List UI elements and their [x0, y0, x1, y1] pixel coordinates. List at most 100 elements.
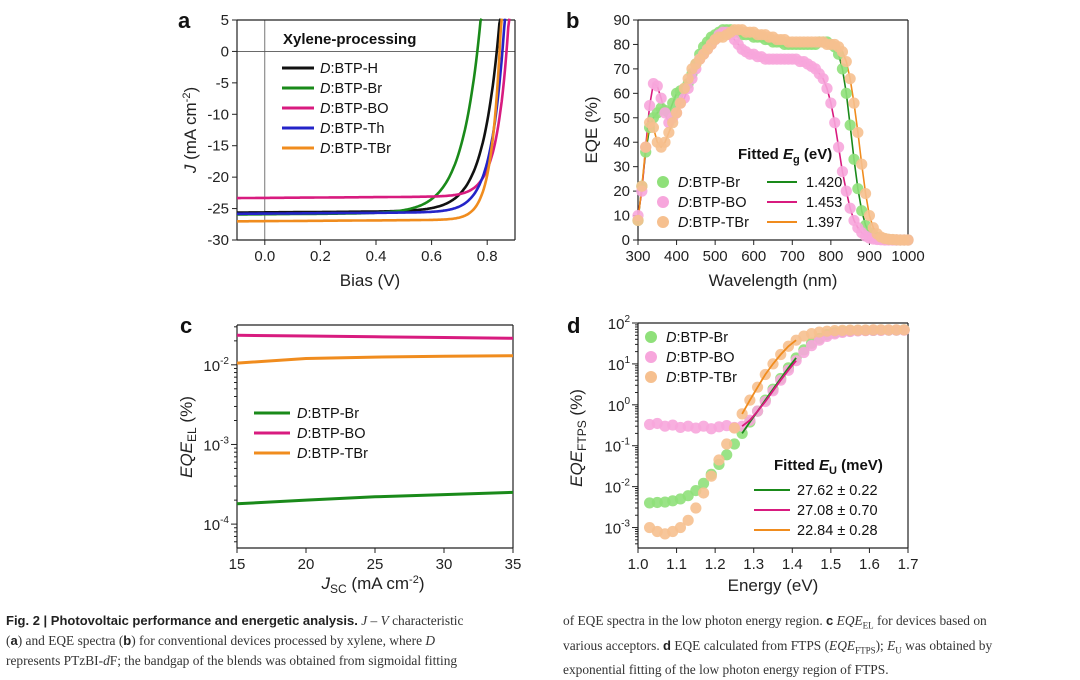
- y-tick-label-base: 10: [608, 398, 625, 415]
- legend-fit-value: 22.84 ± 0.28: [797, 523, 878, 539]
- eqe-point: [674, 97, 687, 109]
- legend-label-prefix: D: [320, 81, 330, 97]
- ftps-point: [728, 422, 741, 434]
- legend-title-pre: Fitted: [774, 457, 819, 474]
- x-tick-label: 30: [436, 556, 453, 573]
- legend-label-prefix: D: [320, 61, 330, 77]
- caption-fig-label: Fig. 2 | Photovoltaic performance and en…: [6, 613, 358, 628]
- caption-line-4: of EQE spectra in the low photon energy …: [563, 613, 987, 631]
- y-tick-label: -10: [207, 106, 229, 123]
- ftps-point: [682, 514, 694, 526]
- y-tick-label-base: 10: [604, 521, 621, 538]
- x-tick-label: 35: [505, 556, 522, 573]
- legend-label: D:BTP-TBr: [320, 141, 391, 157]
- y-tick-label-exp: 1: [624, 355, 630, 366]
- x-tick-label: 500: [703, 248, 728, 265]
- legend-title: Fitted EU (meV): [774, 457, 883, 477]
- panel-a-axes: 0.0 0.2 0.4 0.6 0.8 5 0 -5 -10 -15 -20 -25 -30: [207, 12, 516, 265]
- legend-label-prefix: D: [320, 141, 330, 157]
- eqe-point: [859, 187, 872, 200]
- y-tick-label-exp: -3: [220, 435, 229, 446]
- x-tick-label: 0.0: [254, 248, 275, 265]
- y-tick-label: 10-2: [604, 478, 630, 497]
- panel-letter-b: b: [566, 8, 579, 33]
- legend-fit-value: 1.420: [806, 175, 842, 191]
- jv-curve-btp-tbr: [237, 18, 503, 223]
- y-tick-label-base: 10: [608, 316, 625, 333]
- eqe-point: [670, 107, 683, 119]
- panel-a-jv-chart: a 0.0 0.2 0.4 0.6 0.8 5 0 -5 -10 -15 -20 -25 -30 Xyl…: [178, 8, 516, 290]
- eqe-point: [659, 136, 671, 148]
- caption-right-column: of EQE spectra in the low photon energy …: [563, 611, 1075, 680]
- panel-letter-c: c: [180, 313, 192, 338]
- legend-label: D:BTP-Th: [320, 121, 384, 137]
- y-tick-label: 50: [613, 110, 630, 127]
- y-tick-label: 10-3: [604, 519, 630, 538]
- y-tick-label: 60: [613, 85, 630, 102]
- y-tick-label: -20: [207, 169, 229, 186]
- y-tick-label: -15: [207, 138, 229, 155]
- legend-label-prefix: D: [297, 446, 307, 462]
- x-tick-label: 25: [367, 556, 384, 573]
- eqe-point: [840, 185, 852, 197]
- legend-marker: [645, 371, 657, 383]
- panel-c-legend: D:BTP-BrD:BTP-BOD:BTP-TBr: [254, 406, 368, 462]
- legend-label-suffix: :BTP-TBr: [330, 141, 391, 157]
- legend-label: D:BTP-BO: [666, 350, 735, 366]
- y-tick-label: -30: [207, 232, 229, 249]
- legend-label-suffix: :BTP-Br: [676, 330, 728, 346]
- x-tick-label: 20: [298, 556, 315, 573]
- legend-label: D:BTP-BO: [320, 101, 389, 117]
- y-tick-label-exp: -2: [220, 356, 229, 367]
- ftps-point: [844, 324, 856, 336]
- legend-label: D:BTP-H: [320, 61, 378, 77]
- legend-title-post: (meV): [837, 457, 883, 474]
- jv-curve-btp-bo: [237, 18, 511, 200]
- legend-marker: [645, 331, 657, 343]
- panel-d-axes: 1.0 1.1 1.2 1.3 1.4 1.5 1.6 1.710210110010-110-…: [604, 314, 918, 573]
- y-tick-label: 10-1: [604, 437, 630, 456]
- panel-a-ylabel: J (mA cm-2): [181, 87, 200, 174]
- legend-fit-value: 27.08 ± 0.70: [797, 503, 878, 519]
- ftps-point: [883, 324, 895, 336]
- legend-marker: [657, 196, 669, 208]
- panel-c-curves: [236, 333, 514, 506]
- y-tick-label-base: 10: [203, 437, 220, 454]
- eqe-point: [651, 80, 663, 92]
- y-tick-label: 10-2: [203, 356, 229, 375]
- legend-label-suffix: :BTP-Br: [688, 175, 740, 191]
- y-tick-label-exp: 2: [624, 314, 630, 325]
- y-tick-label-exp: -1: [621, 437, 630, 448]
- eqe-point: [632, 214, 644, 227]
- legend-label: D:BTP-TBr: [666, 370, 737, 386]
- panel-a-xlabel: Bias (V): [340, 271, 400, 290]
- caption-line-5: various acceptors. d EQE calculated from…: [563, 637, 993, 656]
- y-tick-label-base: 10: [608, 357, 625, 374]
- y-tick-label-base: 10: [604, 439, 621, 456]
- panel-b-points: [632, 24, 914, 246]
- ftps-point: [705, 470, 717, 482]
- legend-title-sub: g: [793, 154, 800, 166]
- eqe-point: [832, 141, 845, 153]
- eqe-point: [840, 87, 852, 99]
- x-tick-label: 0.2: [310, 248, 331, 265]
- legend-title-symbol: E: [783, 146, 794, 163]
- y-tick-label: 70: [613, 61, 630, 78]
- y-tick-label: 20: [613, 183, 630, 200]
- panel-d-legend: D:BTP-Br D:BTP-BO D:BTP-TBr Fitted EU (meV)…: [645, 330, 883, 539]
- legend-label-prefix: D: [666, 350, 676, 366]
- legend-label-prefix: D: [678, 215, 688, 231]
- eqe-point: [844, 73, 856, 85]
- legend-fit-value: 1.397: [806, 215, 842, 231]
- panel-a-title: Xylene-processing: [283, 31, 416, 48]
- legend-label: D:BTP-BO: [297, 426, 366, 442]
- y-tick-label: 100: [608, 396, 631, 415]
- x-tick-label: 1000: [891, 248, 924, 265]
- legend-label-prefix: D: [678, 195, 688, 211]
- ftps-point: [875, 324, 887, 336]
- urbach-fit-line: [741, 339, 797, 415]
- y-tick-label-exp: -3: [621, 519, 630, 530]
- legend-label-suffix: :BTP-H: [330, 61, 378, 77]
